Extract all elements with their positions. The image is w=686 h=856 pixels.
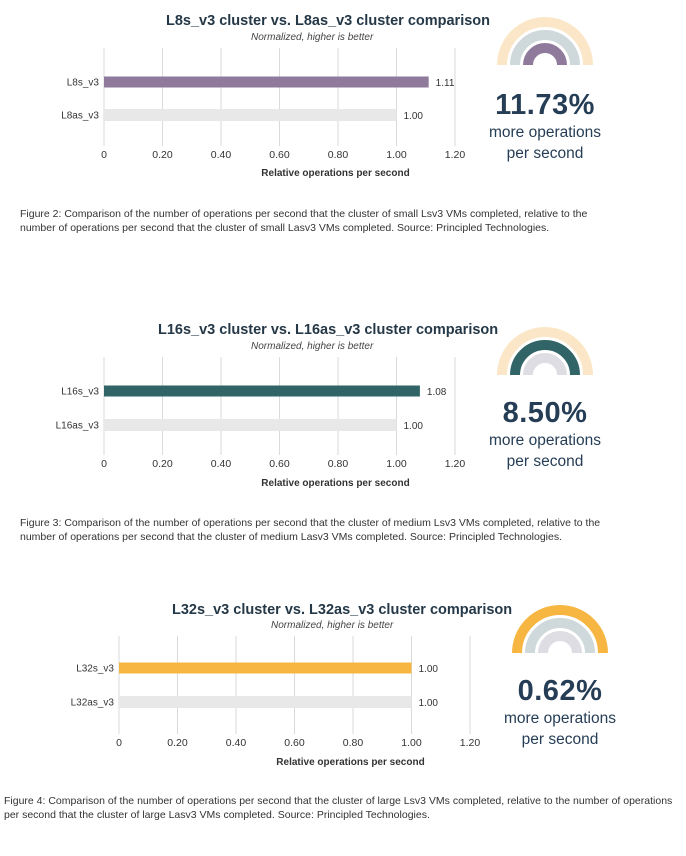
stat-line-2: per second <box>506 145 584 162</box>
stat-percentage: 11.73% <box>495 89 595 121</box>
figure-4: L32s_v3 cluster vs. L32as_v3 cluster com… <box>0 590 686 856</box>
x-tick-label: 1.20 <box>460 737 481 749</box>
data-label: 1.00 <box>404 111 424 122</box>
bar <box>104 109 397 121</box>
stat-line-1: more operations <box>488 124 601 141</box>
category-label: L8as_v3 <box>61 111 99 122</box>
chart-subtitle: Normalized, higher is better <box>251 32 374 43</box>
x-tick-label: 1.20 <box>445 149 466 161</box>
x-tick-label: 1.00 <box>386 458 407 470</box>
x-tick-label: 0 <box>101 149 107 161</box>
arc-middle <box>510 30 580 66</box>
stat-percentage: 8.50% <box>502 397 588 429</box>
x-tick-label: 0 <box>116 737 122 749</box>
category-label: L32as_v3 <box>71 698 115 709</box>
figure-caption: Figure 3: Comparison of the number of op… <box>20 517 601 543</box>
data-label: 1.00 <box>419 698 439 709</box>
x-axis-label: Relative operations per second <box>261 478 409 489</box>
rainbow-icon <box>497 327 593 376</box>
rainbow-icon <box>497 17 593 66</box>
stat-callout: 11.73% more operations per second <box>470 88 620 164</box>
figure-caption: Figure 4: Comparison of the number of op… <box>4 795 673 821</box>
chart-title: L16s_v3 cluster vs. L16as_v3 cluster com… <box>158 322 499 338</box>
figure-3: L16s_v3 cluster vs. L16as_v3 cluster com… <box>0 310 686 570</box>
category-label: L32s_v3 <box>76 664 114 675</box>
x-axis-label: Relative operations per second <box>276 757 424 768</box>
stat-percentage: 0.62% <box>517 675 603 707</box>
chart-subtitle: Normalized, higher is better <box>251 341 374 352</box>
arc-inner <box>538 631 582 654</box>
data-label: 1.00 <box>419 664 439 675</box>
x-tick-label: 0.60 <box>284 737 305 749</box>
arc-middle <box>510 340 580 376</box>
x-tick-label: 1.00 <box>386 149 407 161</box>
x-tick-label: 0.80 <box>328 149 349 161</box>
x-tick-label: 0.80 <box>343 737 364 749</box>
bar <box>104 385 420 397</box>
x-tick-label: 0.20 <box>152 149 173 161</box>
bar <box>104 76 429 88</box>
bar-chart: 0 0.20 0.40 0.60 0.80 1.00 1.20 L32s_v3 1.00 L32a… <box>71 636 481 768</box>
x-tick-label: 0.20 <box>167 737 188 749</box>
arc-middle <box>525 618 595 654</box>
chart-subtitle: Normalized, higher is better <box>271 620 394 631</box>
chart-title: L32s_v3 cluster vs. L32as_v3 cluster com… <box>172 602 513 618</box>
rainbow-icon <box>512 605 608 654</box>
data-label: 1.08 <box>427 387 447 398</box>
x-tick-label: 1.00 <box>401 737 422 749</box>
stat-line-2: per second <box>506 453 584 470</box>
category-label: L16as_v3 <box>56 421 100 432</box>
bar <box>119 662 412 674</box>
arc-inner <box>523 353 567 376</box>
category-label: L8s_v3 <box>67 78 100 89</box>
figure-2: L8s_v3 cluster vs. L8as_v3 cluster compa… <box>0 0 686 260</box>
x-tick-label: 0.60 <box>269 458 290 470</box>
figure-caption: Figure 2: Comparison of the number of op… <box>20 208 588 234</box>
stat-line-2: per second <box>521 731 599 748</box>
x-tick-label: 0.40 <box>226 737 247 749</box>
x-tick-label: 1.20 <box>445 458 466 470</box>
bar-chart: 0 0.20 0.40 0.60 0.80 1.00 1.20 L8s_v3 1.11 L8as_… <box>61 48 466 179</box>
bar <box>104 419 397 431</box>
arc-outer <box>497 17 593 66</box>
arc-outer <box>512 605 608 654</box>
x-tick-label: 0.80 <box>328 458 349 470</box>
x-tick-label: 0.20 <box>152 458 173 470</box>
x-tick-label: 0.60 <box>269 149 290 161</box>
data-label: 1.11 <box>436 78 455 89</box>
stat-line-1: more operations <box>488 432 601 449</box>
bar-chart: 0 0.20 0.40 0.60 0.80 1.00 1.20 L16s_v3 1.08 L16a… <box>56 357 466 489</box>
x-tick-label: 0 <box>101 458 107 470</box>
x-tick-label: 0.40 <box>211 149 232 161</box>
arc-outer <box>497 327 593 376</box>
stat-callout: 0.62% more operations per second <box>485 674 635 750</box>
stat-line-1: more operations <box>503 710 616 727</box>
x-tick-label: 0.40 <box>211 458 232 470</box>
stat-callout: 8.50% more operations per second <box>470 396 620 472</box>
data-label: 1.00 <box>404 421 424 432</box>
arc-inner <box>523 43 567 66</box>
bar <box>119 696 412 708</box>
x-axis-label: Relative operations per second <box>261 168 409 179</box>
category-label: L16s_v3 <box>61 387 99 398</box>
chart-title: L8s_v3 cluster vs. L8as_v3 cluster compa… <box>166 13 491 29</box>
